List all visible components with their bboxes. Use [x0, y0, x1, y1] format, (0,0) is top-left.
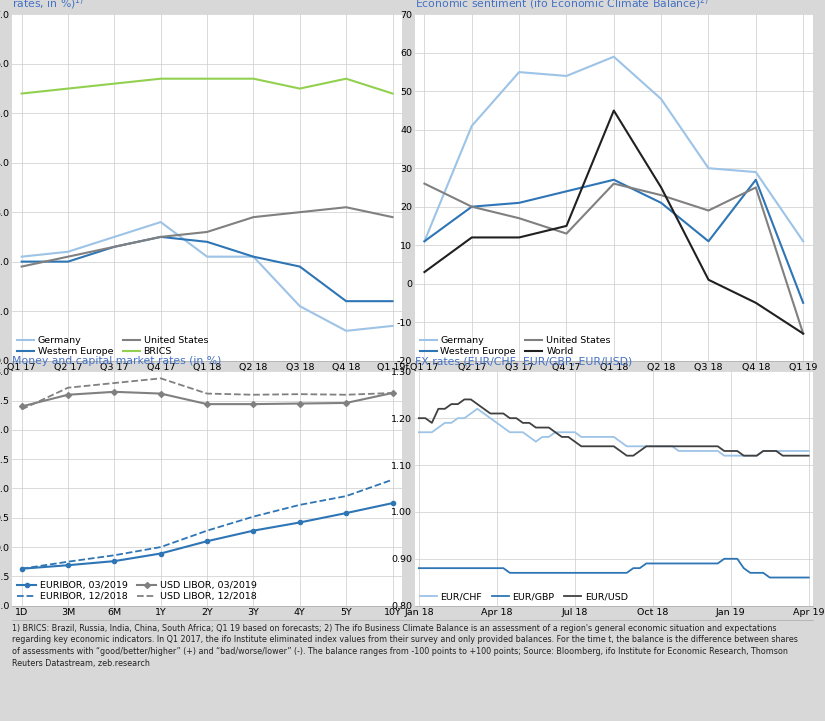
Legend: Germany, Western Europe, United States, World: Germany, Western Europe, United States, …: [420, 336, 610, 356]
Legend: Germany, Western Europe, United States, BRICS: Germany, Western Europe, United States, …: [17, 336, 208, 356]
Text: Economic sentiment (ifo Economic Climate Balance)$^{2)}$: Economic sentiment (ifo Economic Climate…: [415, 0, 709, 12]
Text: GDP growth and forecasts (real GDP, year-over-year growth
rates, in %)$^{1)}$: GDP growth and forecasts (real GDP, year…: [12, 0, 337, 12]
Text: Money and capital market rates (in %): Money and capital market rates (in %): [12, 356, 222, 366]
Text: FX rates (EUR/CHF, EUR/GBP, EUR/USD): FX rates (EUR/CHF, EUR/GBP, EUR/USD): [415, 356, 632, 366]
Legend: EUR/CHF, EUR/GBP, EUR/USD: EUR/CHF, EUR/GBP, EUR/USD: [420, 592, 628, 601]
Legend: EURIBOR, 03/2019, EURIBOR, 12/2018, USD LIBOR, 03/2019, USD LIBOR, 12/2018: EURIBOR, 03/2019, EURIBOR, 12/2018, USD …: [17, 581, 257, 601]
Text: 1) BRICS: Brazil, Russia, India, China, South Africa; Q1 19 based on forecasts; : 1) BRICS: Brazil, Russia, India, China, …: [12, 624, 799, 668]
